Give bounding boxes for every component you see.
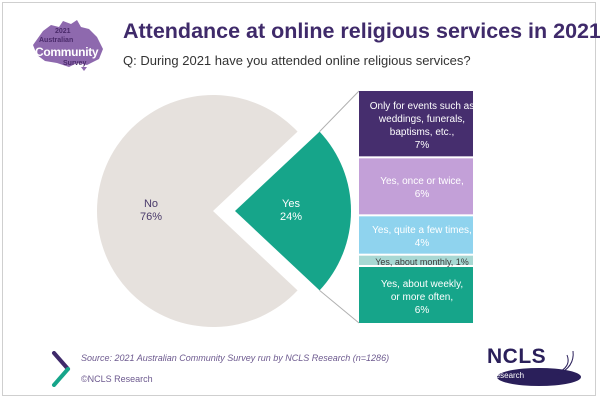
globe-icon bbox=[497, 350, 581, 386]
logo-line1: Australian bbox=[39, 37, 74, 44]
logo-line2: Community bbox=[35, 45, 99, 59]
australia-map-icon bbox=[33, 20, 103, 71]
chart-title: Attendance at online religious services … bbox=[123, 19, 600, 43]
breakdown-label: Yes, quite a few times, 4% bbox=[372, 224, 472, 249]
breakdown-label: Only for events such as weddings, funera… bbox=[369, 100, 475, 151]
chart-subtitle: Q: During 2021 have you attended online … bbox=[123, 53, 471, 68]
breakdown-segment bbox=[359, 255, 473, 265]
breakdown-segment bbox=[359, 216, 473, 254]
breakdown-segment bbox=[359, 267, 473, 323]
connector-lines bbox=[319, 90, 360, 324]
logo-line3: Survey bbox=[63, 60, 87, 67]
slice-label-yes: Yes 24% bbox=[280, 198, 302, 223]
pie-chart: No 76% Yes 24% bbox=[97, 90, 473, 328]
pie-slice-yes bbox=[235, 131, 351, 291]
slice-label-no: No 76% bbox=[140, 198, 162, 223]
pie-slice-no bbox=[97, 95, 298, 328]
breakdown-label: Yes, about monthly, 1% bbox=[375, 256, 469, 267]
ncls-logo-text: NCLS bbox=[487, 345, 547, 368]
chevron-right-icon bbox=[52, 351, 70, 387]
copyright-note: ©NCLS Research bbox=[81, 374, 153, 384]
ncls-logo-subtext: research bbox=[493, 371, 525, 380]
acs-logo: 2021 Australian Community Survey bbox=[21, 15, 117, 71]
breakdown-segment bbox=[359, 158, 473, 215]
source-note: Source: 2021 Australian Community Survey… bbox=[81, 353, 390, 363]
logo-year: 2021 bbox=[55, 28, 71, 35]
ncls-logo: NCLS research bbox=[473, 341, 583, 389]
breakdown-label: Yes, once or twice, 6% bbox=[380, 176, 464, 201]
breakdown-label: Yes, about weekly, or more often, 6% bbox=[380, 278, 464, 316]
breakdown-segment bbox=[359, 91, 473, 157]
